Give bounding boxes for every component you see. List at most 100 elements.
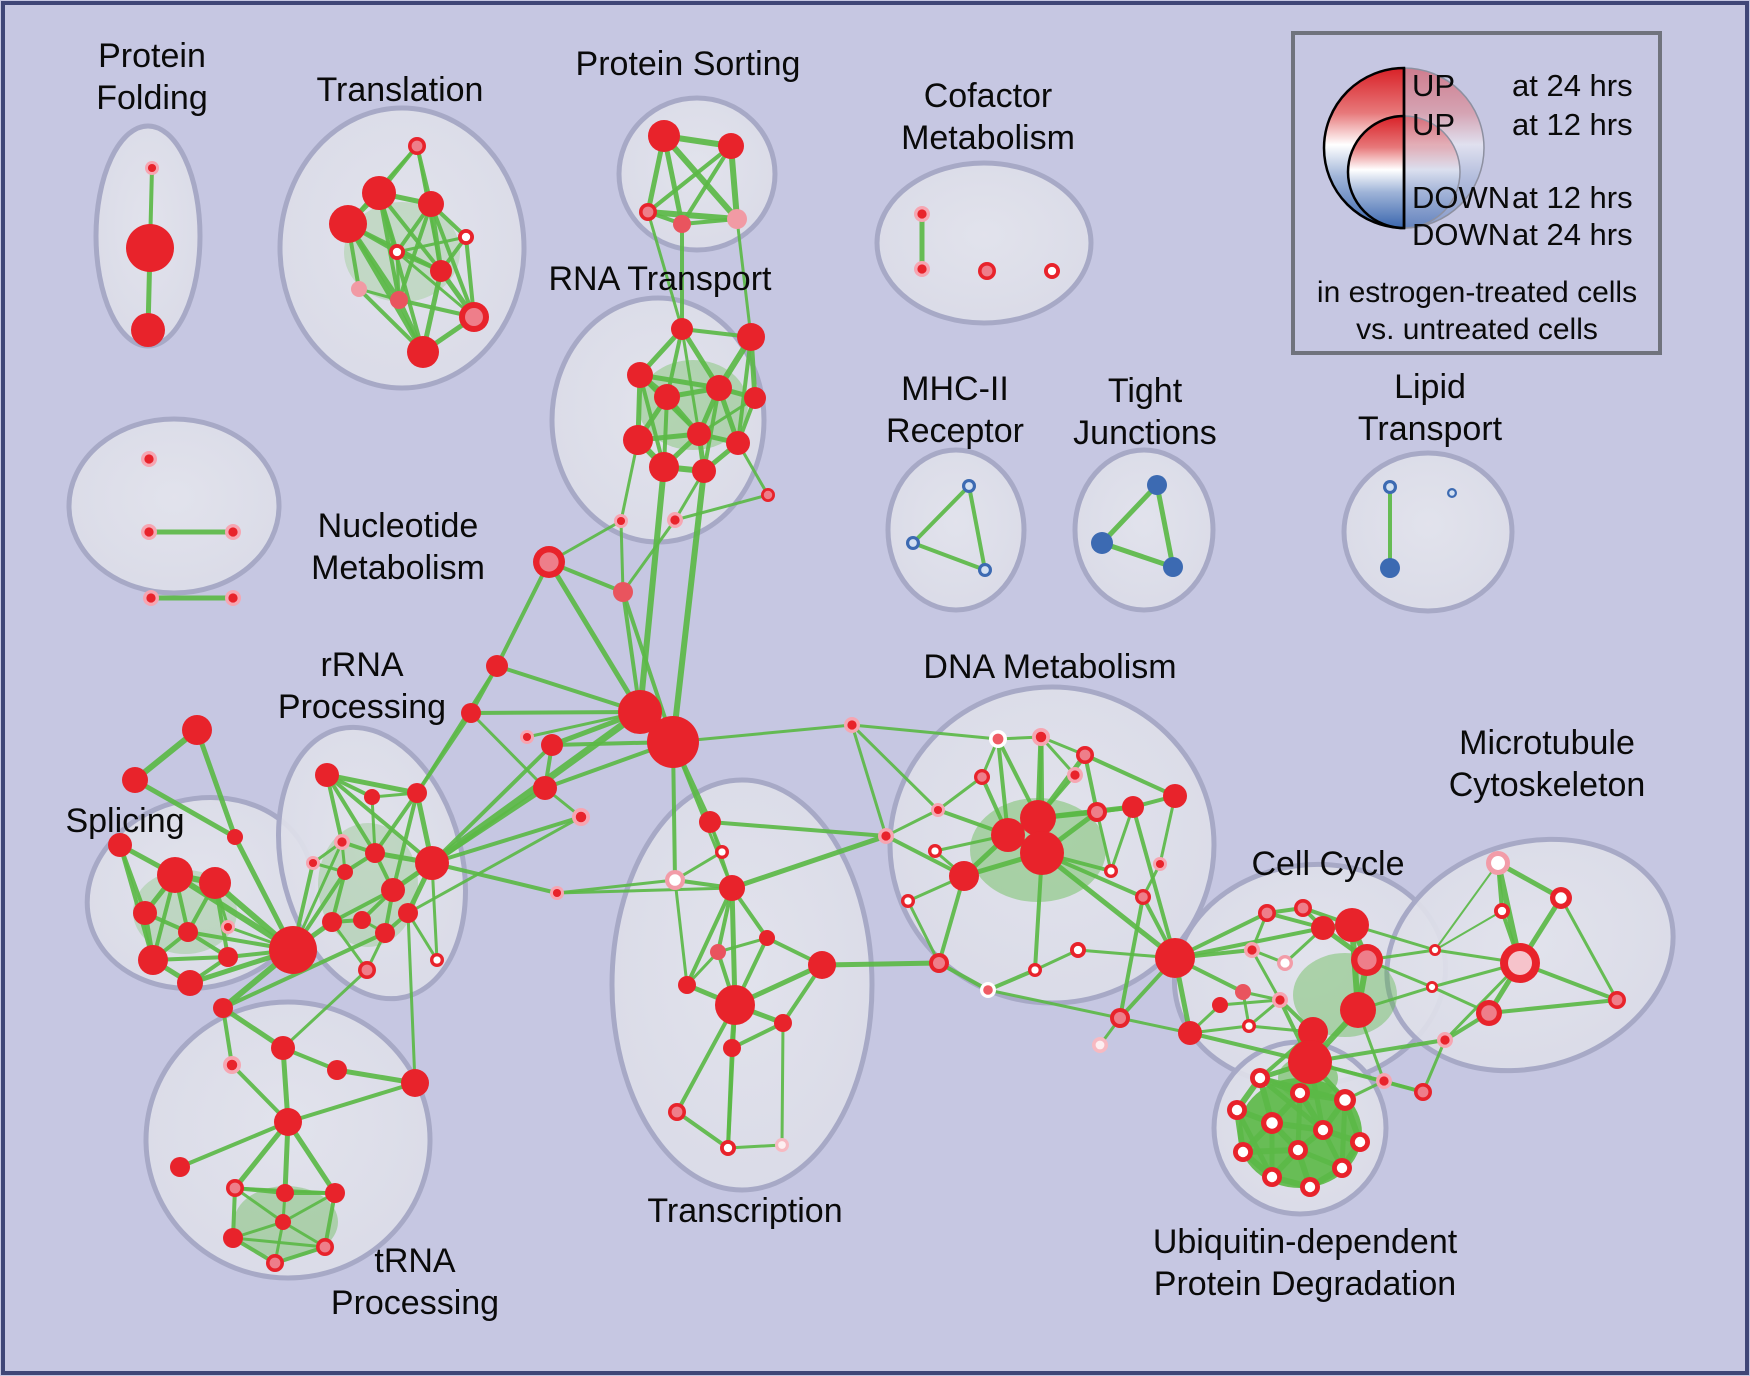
node-ub0[interactable]: [1250, 1068, 1270, 1088]
node-rt1[interactable]: [737, 323, 765, 351]
node-mb3[interactable]: [1414, 1083, 1432, 1101]
node-rb1[interactable]: [461, 703, 481, 723]
node-ps0[interactable]: [648, 120, 680, 152]
node-rr9[interactable]: [322, 912, 342, 932]
node-tx13[interactable]: [720, 1140, 736, 1156]
node-br4[interactable]: [647, 716, 699, 768]
node-rr1[interactable]: [364, 789, 380, 805]
node-rr5[interactable]: [337, 864, 353, 880]
node-dm16[interactable]: [1135, 889, 1151, 905]
node-rt9[interactable]: [649, 452, 679, 482]
node-mh1[interactable]: [906, 536, 920, 550]
node-rb4[interactable]: [533, 776, 557, 800]
node-tx7[interactable]: [678, 976, 696, 994]
node-pf2[interactable]: [131, 313, 165, 347]
node-dm18[interactable]: [901, 894, 915, 908]
node-tr4[interactable]: [274, 1108, 302, 1136]
node-sp6[interactable]: [178, 922, 198, 942]
node-ub6[interactable]: [1350, 1132, 1370, 1152]
node-tl1[interactable]: [362, 176, 396, 210]
node-br6[interactable]: [614, 514, 628, 528]
node-cf3[interactable]: [1044, 263, 1060, 279]
node-sp5[interactable]: [133, 901, 157, 925]
node-dm20[interactable]: [1028, 963, 1042, 977]
node-rr6[interactable]: [365, 843, 385, 863]
node-nm2[interactable]: [225, 524, 241, 540]
node-dm0[interactable]: [989, 730, 1007, 748]
node-nm3[interactable]: [143, 590, 159, 606]
node-lp1[interactable]: [1380, 558, 1400, 578]
node-sp0[interactable]: [182, 715, 212, 745]
node-cc8[interactable]: [1272, 992, 1288, 1008]
node-ub4[interactable]: [1261, 1112, 1283, 1134]
node-cc2[interactable]: [1244, 942, 1260, 958]
node-tx4[interactable]: [719, 875, 745, 901]
node-ub5[interactable]: [1313, 1120, 1333, 1140]
node-dm10[interactable]: [928, 844, 942, 858]
node-br2[interactable]: [613, 582, 633, 602]
node-rb3[interactable]: [541, 734, 563, 756]
node-rr15[interactable]: [269, 926, 317, 974]
node-sp11[interactable]: [177, 970, 203, 996]
node-mt0[interactable]: [1486, 851, 1510, 875]
node-dm23[interactable]: [1067, 767, 1083, 783]
node-cc15[interactable]: [1212, 997, 1228, 1013]
node-dm22[interactable]: [1110, 1008, 1130, 1028]
node-cc6[interactable]: [1351, 944, 1383, 976]
node-sp3[interactable]: [157, 857, 193, 893]
node-dm2[interactable]: [1076, 746, 1094, 764]
node-rr10[interactable]: [353, 911, 371, 929]
node-dm15[interactable]: [1153, 857, 1167, 871]
node-sp8[interactable]: [138, 945, 168, 975]
node-rr12[interactable]: [398, 903, 418, 923]
node-tr5[interactable]: [170, 1157, 190, 1177]
node-rb0[interactable]: [486, 655, 508, 677]
node-tx8[interactable]: [808, 951, 836, 979]
node-rr14[interactable]: [358, 961, 376, 979]
node-tr12[interactable]: [275, 1214, 291, 1230]
node-tx9[interactable]: [715, 985, 755, 1025]
node-br5[interactable]: [761, 488, 775, 502]
node-rt7[interactable]: [623, 425, 653, 455]
node-sp9[interactable]: [218, 947, 238, 967]
node-tx2[interactable]: [665, 870, 685, 890]
node-cc9[interactable]: [1242, 1019, 1256, 1033]
node-tl7[interactable]: [351, 281, 367, 297]
node-ub7[interactable]: [1233, 1142, 1253, 1162]
node-dm3[interactable]: [974, 769, 990, 785]
node-tj2[interactable]: [1163, 557, 1183, 577]
node-cc1[interactable]: [1294, 899, 1312, 917]
node-nm4[interactable]: [225, 590, 241, 606]
node-tl9[interactable]: [459, 302, 489, 332]
node-tx12[interactable]: [668, 1103, 686, 1121]
node-sp1[interactable]: [122, 767, 148, 793]
node-sp12[interactable]: [108, 833, 132, 857]
node-cb0[interactable]: [1155, 938, 1195, 978]
node-rr0[interactable]: [315, 763, 339, 787]
node-br3[interactable]: [618, 690, 662, 734]
node-tl8[interactable]: [390, 291, 408, 309]
node-dm14[interactable]: [1163, 784, 1187, 808]
node-rr3[interactable]: [334, 834, 350, 850]
node-dm11[interactable]: [878, 828, 894, 844]
node-tl3[interactable]: [329, 205, 367, 243]
node-cc13[interactable]: [1288, 1040, 1332, 1084]
node-ps2[interactable]: [639, 203, 657, 221]
node-tl0[interactable]: [408, 137, 426, 155]
node-tl6[interactable]: [430, 260, 452, 282]
node-cc12[interactable]: [1340, 992, 1376, 1028]
node-lp0[interactable]: [1383, 480, 1397, 494]
node-ub9[interactable]: [1262, 1167, 1282, 1187]
node-lp2[interactable]: [1447, 488, 1457, 498]
node-tx10[interactable]: [774, 1014, 792, 1032]
node-rt2[interactable]: [627, 362, 653, 388]
node-dm13[interactable]: [1104, 864, 1118, 878]
node-nm1[interactable]: [141, 524, 157, 540]
node-dm8[interactable]: [991, 818, 1025, 852]
node-tj1[interactable]: [1091, 532, 1113, 554]
node-mb4[interactable]: [1376, 1073, 1392, 1089]
node-mb2[interactable]: [1437, 1032, 1453, 1048]
node-tl10[interactable]: [407, 336, 439, 368]
node-pf1[interactable]: [126, 224, 174, 272]
node-tr1[interactable]: [223, 1056, 241, 1074]
